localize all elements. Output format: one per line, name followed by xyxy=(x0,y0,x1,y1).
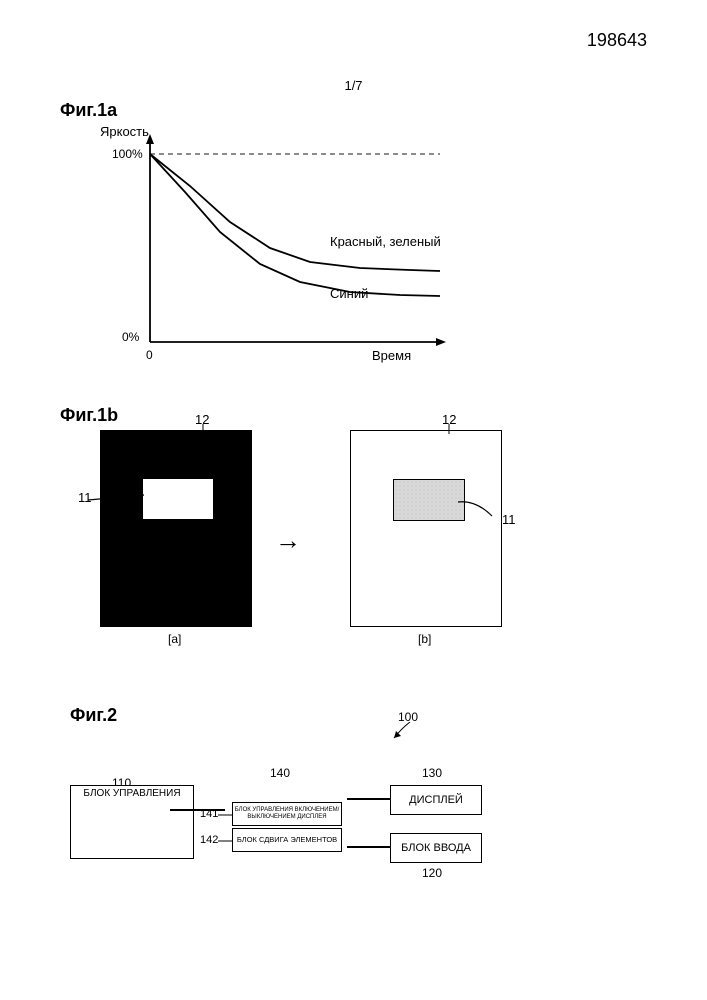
panel-a xyxy=(100,430,252,627)
ref-140: 140 xyxy=(270,766,290,780)
panel-b xyxy=(350,430,502,627)
figure-1a-chart: Яркость 100% 0% 0 Время Красный, зеленый… xyxy=(100,130,450,370)
block-input: БЛОК ВВОДА xyxy=(390,833,482,863)
subblock-onoff: БЛОК УПРАВЛЕНИЯ ВКЛЮЧЕНИЕМ/ВЫКЛЮЧЕНИЕМ Д… xyxy=(232,802,342,826)
x-axis-title: Время xyxy=(372,348,411,363)
document-number: 198643 xyxy=(587,30,647,51)
figure-1b-label: Фиг.1b xyxy=(60,405,118,426)
connector-memory-control xyxy=(170,809,225,811)
figure-1a-label: Фиг.1a xyxy=(60,100,117,121)
figure-2: 100 БЛОК ПАМЯТИ 110 БЛОК УПРАВЛЕНИЯ БЛОК… xyxy=(70,720,520,950)
ref-11-a: 11 xyxy=(78,490,92,505)
curve-label-redgreen: Красный, зеленый xyxy=(330,234,441,249)
y-axis-title: Яркость xyxy=(100,124,149,139)
panel-b-inner xyxy=(393,479,465,521)
arrow-icon: → xyxy=(275,525,301,556)
connector-control-display xyxy=(347,798,390,800)
figure-1b: 11 12 → 11 12 [a] [b] xyxy=(100,430,520,660)
ref-120: 120 xyxy=(422,866,442,880)
page-number: 1/7 xyxy=(344,78,362,93)
caption-a: [a] xyxy=(168,632,181,646)
subblock-shift: БЛОК СДВИГА ЭЛЕМЕНТОВ xyxy=(232,828,342,852)
connector-control-input xyxy=(347,846,390,848)
y-tick-100: 100% xyxy=(112,147,143,161)
y-tick-0: 0% xyxy=(122,330,139,344)
panel-a-inner xyxy=(143,479,213,519)
block-display: ДИСПЛЕЙ xyxy=(390,785,482,815)
caption-b: [b] xyxy=(418,632,431,646)
ref-11-b: 11 xyxy=(502,512,516,527)
ref-130: 130 xyxy=(422,766,442,780)
curve-label-blue: Синий xyxy=(330,286,368,301)
ref-142: 142 xyxy=(200,834,218,846)
block-control-label: БЛОК УПРАВЛЕНИЯ xyxy=(83,788,180,799)
block-control: БЛОК УПРАВЛЕНИЯ xyxy=(70,785,194,859)
x-tick-0: 0 xyxy=(146,348,153,362)
